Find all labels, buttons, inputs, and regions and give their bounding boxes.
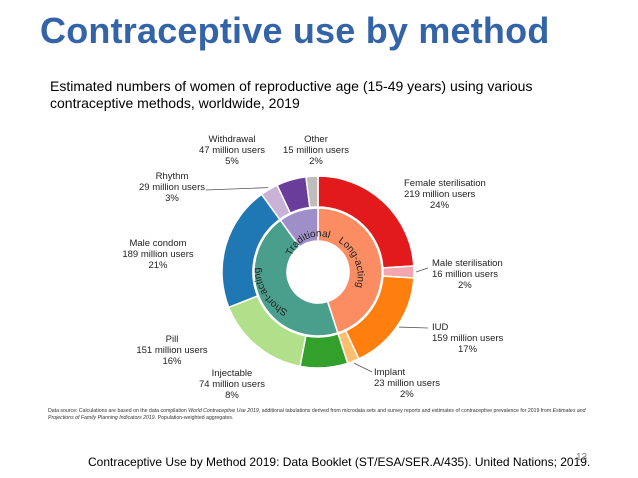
leader-implant xyxy=(353,362,373,373)
label-rhythm: Rhythm 29 million users 3% xyxy=(139,171,205,204)
label-other: Other 15 million users 2% xyxy=(283,134,349,167)
label-female-sterilisation: Female sterilisation 219 million users 24% xyxy=(404,178,486,211)
label-iud: IUD 159 million users 17% xyxy=(432,322,504,355)
leader-iud xyxy=(399,326,429,329)
label-pill: Pill 151 million users 16% xyxy=(136,334,208,367)
inner-slice-short-acting xyxy=(253,219,339,337)
donut-hole xyxy=(288,242,348,302)
leader-male-sterilisation xyxy=(415,267,429,273)
leader-rhythm xyxy=(205,187,269,191)
slice-injectable xyxy=(299,332,349,369)
data-source-note: Data source: Calculations are based on t… xyxy=(48,408,586,421)
outer-labels: Female sterilisation 219 million users 24%… xyxy=(122,134,503,401)
slide-title: Contraceptive use by method xyxy=(40,10,550,51)
citation: Contraceptive Use by Method 2019: Data B… xyxy=(88,455,591,469)
donut-chart: Long-acting Short-acting Traditional Fem… xyxy=(122,134,503,401)
slice-other xyxy=(305,175,319,209)
label-male-condom: Male condom 189 million users 21% xyxy=(122,238,194,271)
leader-lines xyxy=(205,187,429,373)
label-male-sterilisation: Male sterilisation 16 million users 2% xyxy=(432,258,503,291)
label-implant: Implant 23 million users 2% xyxy=(374,367,440,400)
inner-slice-traditional xyxy=(279,207,319,248)
slide-number: 13 xyxy=(576,452,588,463)
label-injectable: Injectable 74 million users 8% xyxy=(199,368,265,401)
inner-ring xyxy=(253,207,383,337)
inner-slice-long-acting xyxy=(317,207,383,334)
label-withdrawal: Withdrawal 47 million users 5% xyxy=(199,134,265,167)
outer-ring xyxy=(221,175,415,369)
chart-subtitle: Estimated numbers of women of reproducti… xyxy=(50,78,533,111)
